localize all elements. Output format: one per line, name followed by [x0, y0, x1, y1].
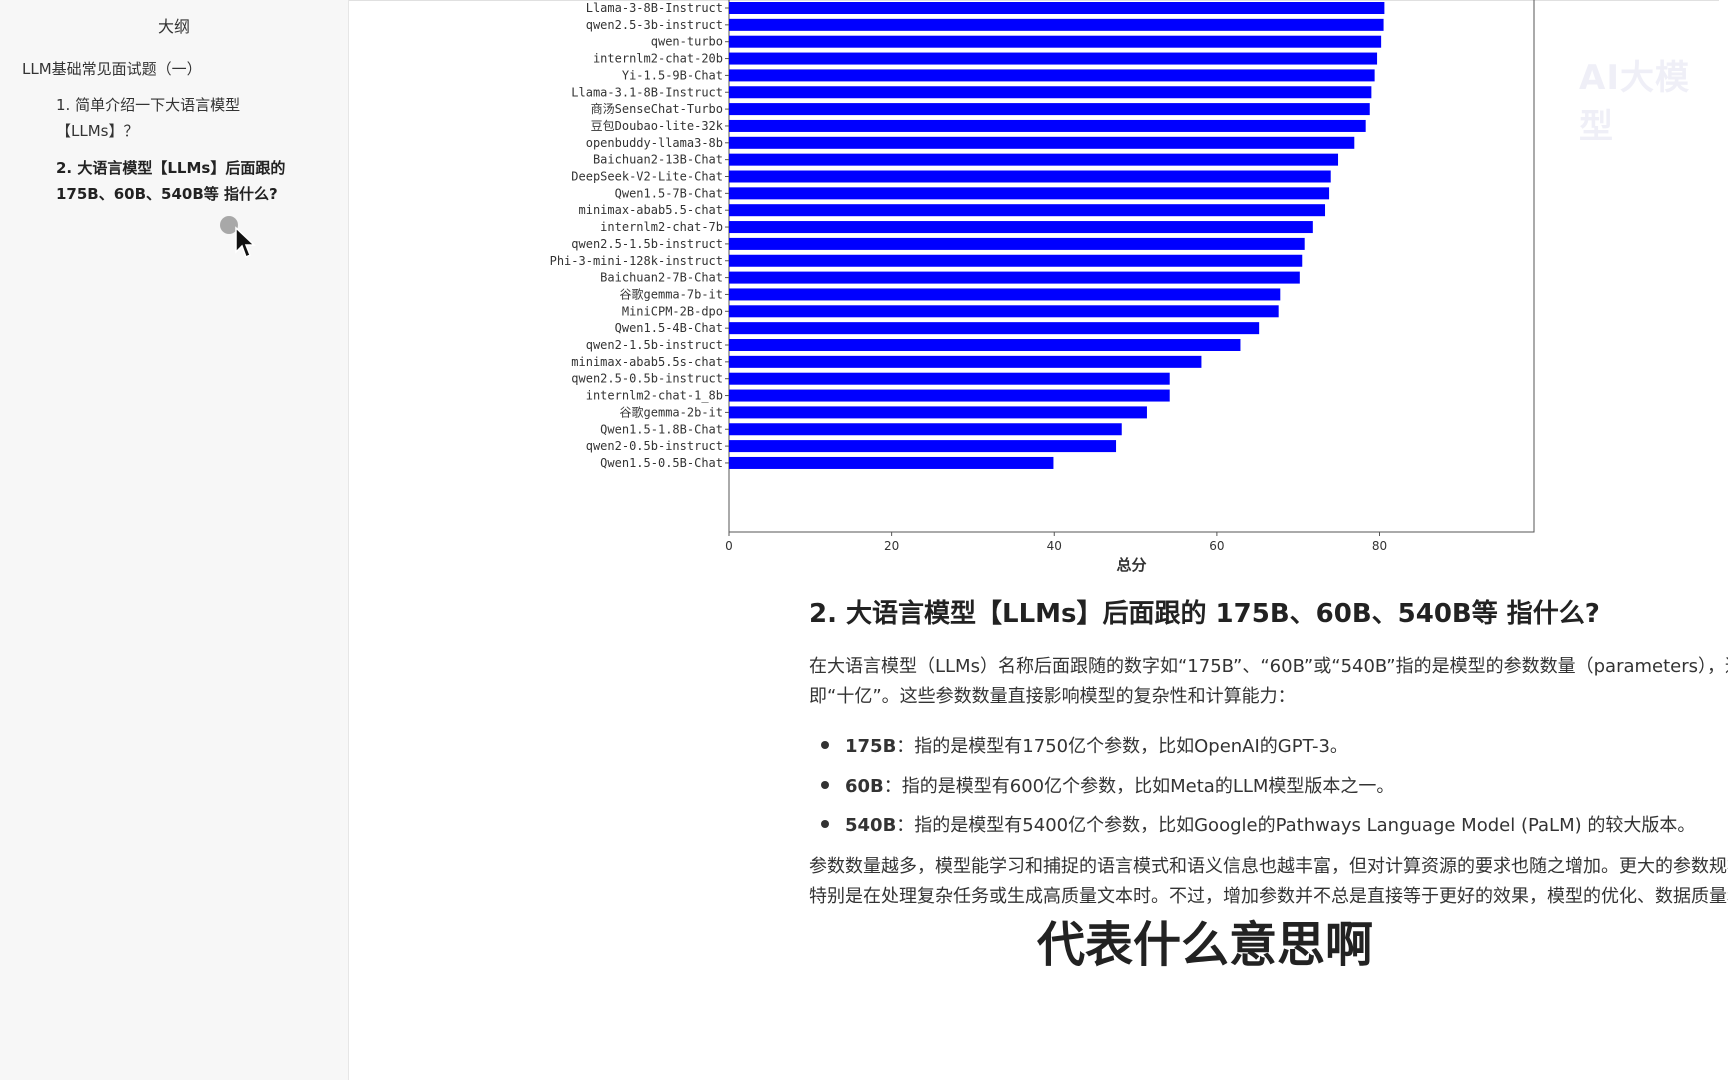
y-tick-label: openbuddy-llama3-8b [586, 136, 723, 150]
y-tick-label: Llama-3.1-8B-Instruct [571, 85, 723, 99]
bullet-term: 540B [845, 815, 897, 836]
y-tick-label: Qwen1.5-7B-Chat [615, 186, 723, 200]
bar [729, 119, 1366, 132]
bar [729, 103, 1370, 116]
click-indicator [220, 216, 238, 234]
bar [729, 69, 1375, 82]
bar [729, 86, 1372, 99]
y-tick-label: internlm2-chat-20b [593, 52, 723, 66]
bullet-dot [821, 781, 829, 789]
x-tick-label: 60 [1209, 539, 1224, 553]
bar [729, 355, 1202, 368]
bar [729, 456, 1054, 469]
y-tick-label: Qwen1.5-4B-Chat [615, 321, 723, 335]
bar [729, 288, 1281, 301]
y-tick-label: Llama-3-8B-Instruct [586, 1, 723, 15]
paragraph-intro: 在大语言模型（LLMs）名称后面跟随的数字如“175B”、“60B”或“540B… [809, 656, 1728, 707]
bar [729, 170, 1331, 183]
bullet-text: ：指的是模型有5400亿个参数，比如Google的Pathways Langua… [896, 815, 1696, 836]
video-subtitle: 代表什么意思啊 [1037, 917, 1374, 973]
bar [729, 18, 1384, 31]
bar [729, 372, 1170, 385]
outline-item-q2[interactable]: 2. 大语言模型【LLMs】后面跟的175B、60B、540B等 指什么? [56, 159, 286, 203]
outline-item-h1[interactable]: LLM基础常见面试题（一） [22, 60, 202, 78]
y-tick-label: Yi-1.5-9B-Chat [622, 68, 723, 82]
bar [729, 221, 1313, 234]
y-tick-label: internlm2-chat-1_8b [586, 389, 723, 403]
document-view: Llama-3-8B-Instruct qwen2.5-3b-instruct qw… [349, 0, 1728, 1080]
bar [729, 406, 1147, 419]
bullet-term: 175B [845, 736, 897, 757]
y-tick-label: minimax-abab5.5s-chat [571, 355, 723, 369]
x-tick-label: 40 [1047, 539, 1062, 553]
y-tick-label: 豆包Doubao-lite-32k [591, 119, 724, 133]
bullet-text: ：指的是模型有600亿个参数，比如Meta的LLM模型版本之一。 [883, 776, 1395, 797]
y-tick-label: Baichuan2-7B-Chat [600, 271, 723, 285]
bar [729, 322, 1260, 335]
y-tick-label: MiniCPM-2B-dpo [622, 304, 723, 318]
y-tick-label: qwen-turbo [651, 35, 723, 49]
x-tick-label: 0 [725, 539, 733, 553]
mouse-pointer-icon [235, 226, 256, 259]
bar [729, 389, 1170, 402]
y-tick-label: qwen2-1.5b-instruct [586, 338, 723, 352]
y-tick-label: Phi-3-mini-128k-instruct [550, 254, 723, 268]
score-bar-chart: Llama-3-8B-Instruct qwen2.5-3b-instruct qw… [550, 0, 1535, 574]
y-tick-label: 谷歌gemma-2b-it [620, 404, 723, 419]
y-tick-label: qwen2.5-0.5b-instruct [571, 372, 723, 386]
top-divider [349, 0, 1719, 1]
bar [729, 204, 1326, 217]
outline-sidebar: 大纲 LLM基础常见面试题（一） 1. 简单介绍一下大语言模型【LLMs】？ 2… [0, 0, 349, 1080]
bar [729, 136, 1355, 149]
list-item: 540B：指的是模型有5400亿个参数，比如Google的Pathways La… [821, 811, 1696, 837]
bar [729, 440, 1117, 453]
list-item: 60B：指的是模型有600亿个参数，比如Meta的LLM模型版本之一。 [821, 772, 1395, 798]
bar [729, 237, 1305, 250]
bullet-dot [821, 741, 829, 749]
y-tick-label: Qwen1.5-0.5B-Chat [600, 456, 723, 470]
y-tick-label: qwen2.5-1.5b-instruct [571, 237, 723, 251]
outline-title: 大纲 [157, 17, 190, 36]
y-tick-label: DeepSeek-V2-Lite-Chat [571, 170, 723, 184]
bar [729, 153, 1339, 166]
bullet-term: 60B [845, 776, 884, 797]
bullet-text: ：指的是模型有1750亿个参数，比如OpenAI的GPT-3。 [896, 736, 1348, 757]
bullet-dot [821, 820, 829, 828]
bar [729, 271, 1300, 284]
section-heading: 2. 大语言模型【LLMs】后面跟的 175B、60B、540B等 指什么? [809, 599, 1600, 629]
bar [729, 423, 1122, 436]
bar [729, 305, 1279, 318]
x-axis-label: 总分 [1116, 556, 1146, 574]
y-tick-label: minimax-abab5.5-chat [579, 203, 724, 217]
y-tick-label: 商汤SenseChat-Turbo [591, 101, 723, 116]
bar [729, 2, 1385, 14]
outline-item-q1[interactable]: 1. 简单介绍一下大语言模型【LLMs】？ [56, 96, 241, 140]
bar [729, 52, 1378, 65]
watermark-text: AI大模型 [1579, 58, 1690, 147]
list-item: 175B：指的是模型有1750亿个参数，比如OpenAI的GPT-3。 [821, 732, 1348, 758]
paragraph-summary: 参数数量越多，模型能学习和捕捉的语言模式和语义信息也越丰富，但对计算资源的要求也… [809, 856, 1728, 907]
bar [729, 339, 1241, 351]
y-tick-label: qwen2-0.5b-instruct [586, 439, 723, 453]
y-tick-label: 谷歌gemma-7b-it [620, 286, 723, 301]
y-tick-label: Baichuan2-13B-Chat [593, 153, 723, 167]
y-tick-label: Qwen1.5-1.8B-Chat [600, 422, 723, 436]
bar [729, 35, 1382, 48]
x-tick-label: 20 [884, 539, 899, 553]
bar [729, 187, 1330, 200]
bar [729, 254, 1303, 267]
x-tick-label: 80 [1372, 539, 1387, 553]
y-tick-label: qwen2.5-3b-instruct [586, 18, 723, 32]
y-tick-label: internlm2-chat-7b [600, 220, 723, 234]
